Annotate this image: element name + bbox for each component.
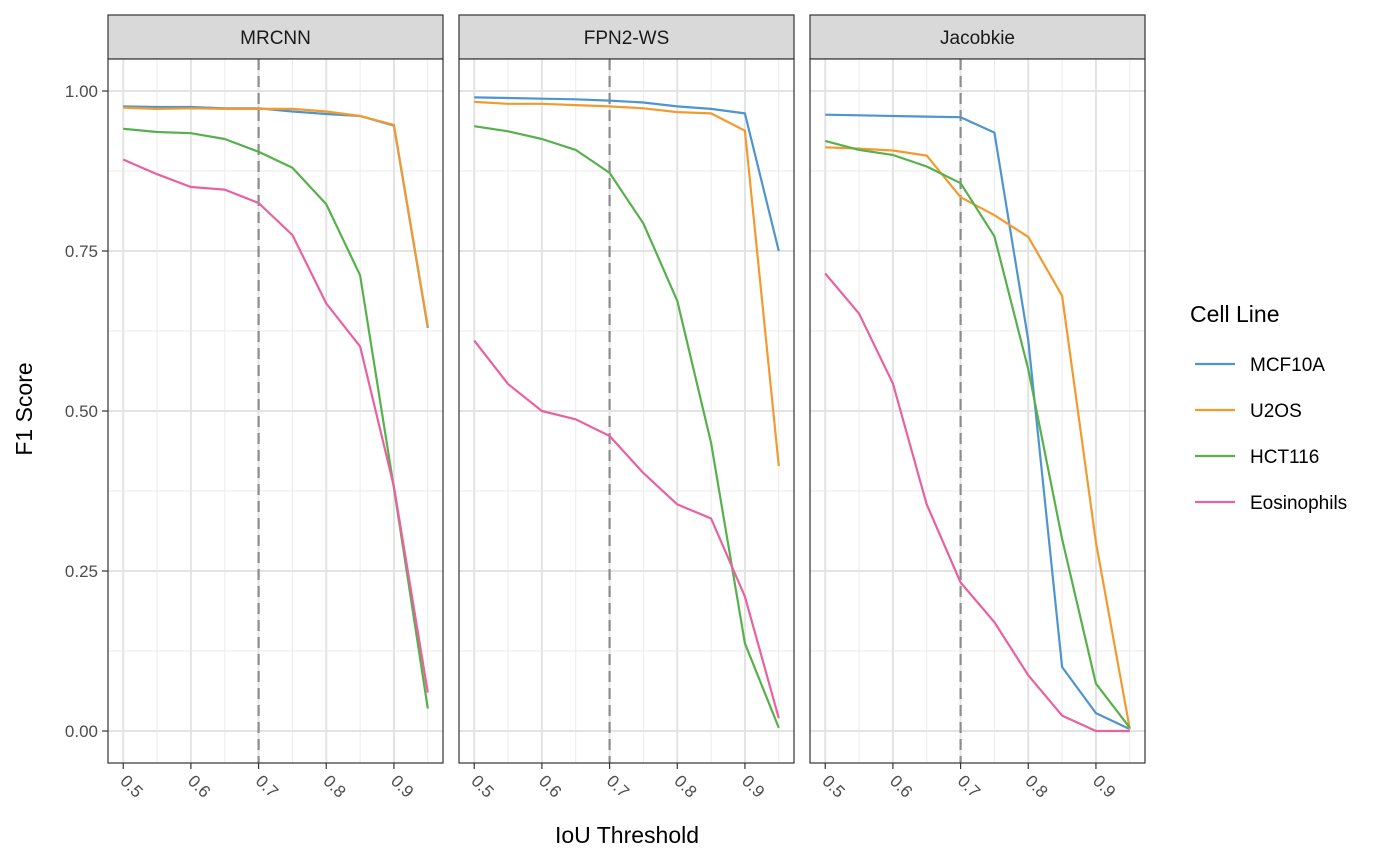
x-tick-label: 0.8 xyxy=(1021,771,1051,801)
facet-strip xyxy=(107,14,444,60)
y-tick-label: 0.00 xyxy=(65,722,98,741)
x-tick-label: 0.6 xyxy=(535,771,565,801)
x-tick-label: 0.5 xyxy=(467,771,497,801)
legend: Cell Line MCF10A U2OS HCT116 Eosinophils xyxy=(1190,301,1347,514)
panel-mrcnn: MRCNN 0.5 0.6 0.7 0.8 0.9 0.00 0.25 0.50 0.75 1.00 xyxy=(65,14,444,802)
series-line-u2os xyxy=(474,100,780,467)
x-tick-label: 0.5 xyxy=(116,771,146,801)
x-tick-label: 0.7 xyxy=(954,771,984,801)
legend-entry-label: MCF10A xyxy=(1250,355,1325,376)
y-axis-title: F1 Score xyxy=(11,362,37,455)
series-line-hct116 xyxy=(474,125,780,729)
x-tick-label: 0.7 xyxy=(603,771,633,801)
legend-entry-label: HCT116 xyxy=(1250,447,1319,468)
legend-entry-label: Eosinophils xyxy=(1250,493,1347,514)
legend-entry-label: U2OS xyxy=(1250,401,1302,422)
y-tick-label: 0.25 xyxy=(65,562,98,581)
facet-strip-label: FPN2-WS xyxy=(584,28,670,49)
x-tick-label: 0.8 xyxy=(670,771,700,801)
legend-entry-mcf10a: MCF10A xyxy=(1195,355,1325,376)
panel-fpn2-ws: FPN2-WS 0.5 0.6 0.7 0.8 0.9 xyxy=(458,14,795,802)
series-line-eosinophils xyxy=(473,339,780,719)
facet-strip xyxy=(458,14,795,60)
facet-strip xyxy=(809,14,1146,60)
x-tick-label: 0.5 xyxy=(818,771,848,801)
x-tick-label: 0.8 xyxy=(319,771,349,801)
panel-border xyxy=(458,58,795,764)
series-line-eosinophils xyxy=(122,158,429,693)
legend-entry-u2os: U2OS xyxy=(1195,401,1302,422)
legend-entry-hct116: HCT116 xyxy=(1195,447,1319,468)
legend-entry-eosinophils: Eosinophils xyxy=(1195,493,1347,514)
x-tick-label: 0.6 xyxy=(886,771,916,801)
series-line-hct116 xyxy=(824,139,1131,729)
series-line-hct116 xyxy=(123,127,429,709)
x-tick-label: 0.9 xyxy=(1089,771,1119,801)
panel-jacobkie: Jacobkie 0.5 0.6 0.7 0.8 0.9 xyxy=(809,14,1146,802)
x-axis-title: IoU Threshold xyxy=(555,822,699,848)
x-tick-label: 0.6 xyxy=(184,771,214,801)
panels: MRCNN 0.5 0.6 0.7 0.8 0.9 0.00 0.25 0.50 0.75 1.00… xyxy=(65,14,1146,802)
facet-strip-label: Jacobkie xyxy=(940,28,1015,49)
panel-border xyxy=(809,58,1146,764)
series-line-mcf10a xyxy=(474,96,780,252)
series-line-u2os xyxy=(825,146,1131,730)
legend-title: Cell Line xyxy=(1190,301,1280,327)
series-line-mcf10a xyxy=(825,113,1131,731)
y-tick-label: 0.75 xyxy=(65,242,98,261)
x-tick-label: 0.9 xyxy=(387,771,417,801)
y-tick-label: 0.50 xyxy=(65,402,98,421)
series-line-eosinophils xyxy=(824,272,1130,733)
facet-strip-label: MRCNN xyxy=(240,28,311,49)
x-tick-label: 0.9 xyxy=(738,771,768,801)
y-tick-label: 1.00 xyxy=(65,82,98,101)
grid xyxy=(108,59,443,763)
series-line-u2os xyxy=(123,106,429,327)
x-tick-label: 0.7 xyxy=(252,771,282,801)
